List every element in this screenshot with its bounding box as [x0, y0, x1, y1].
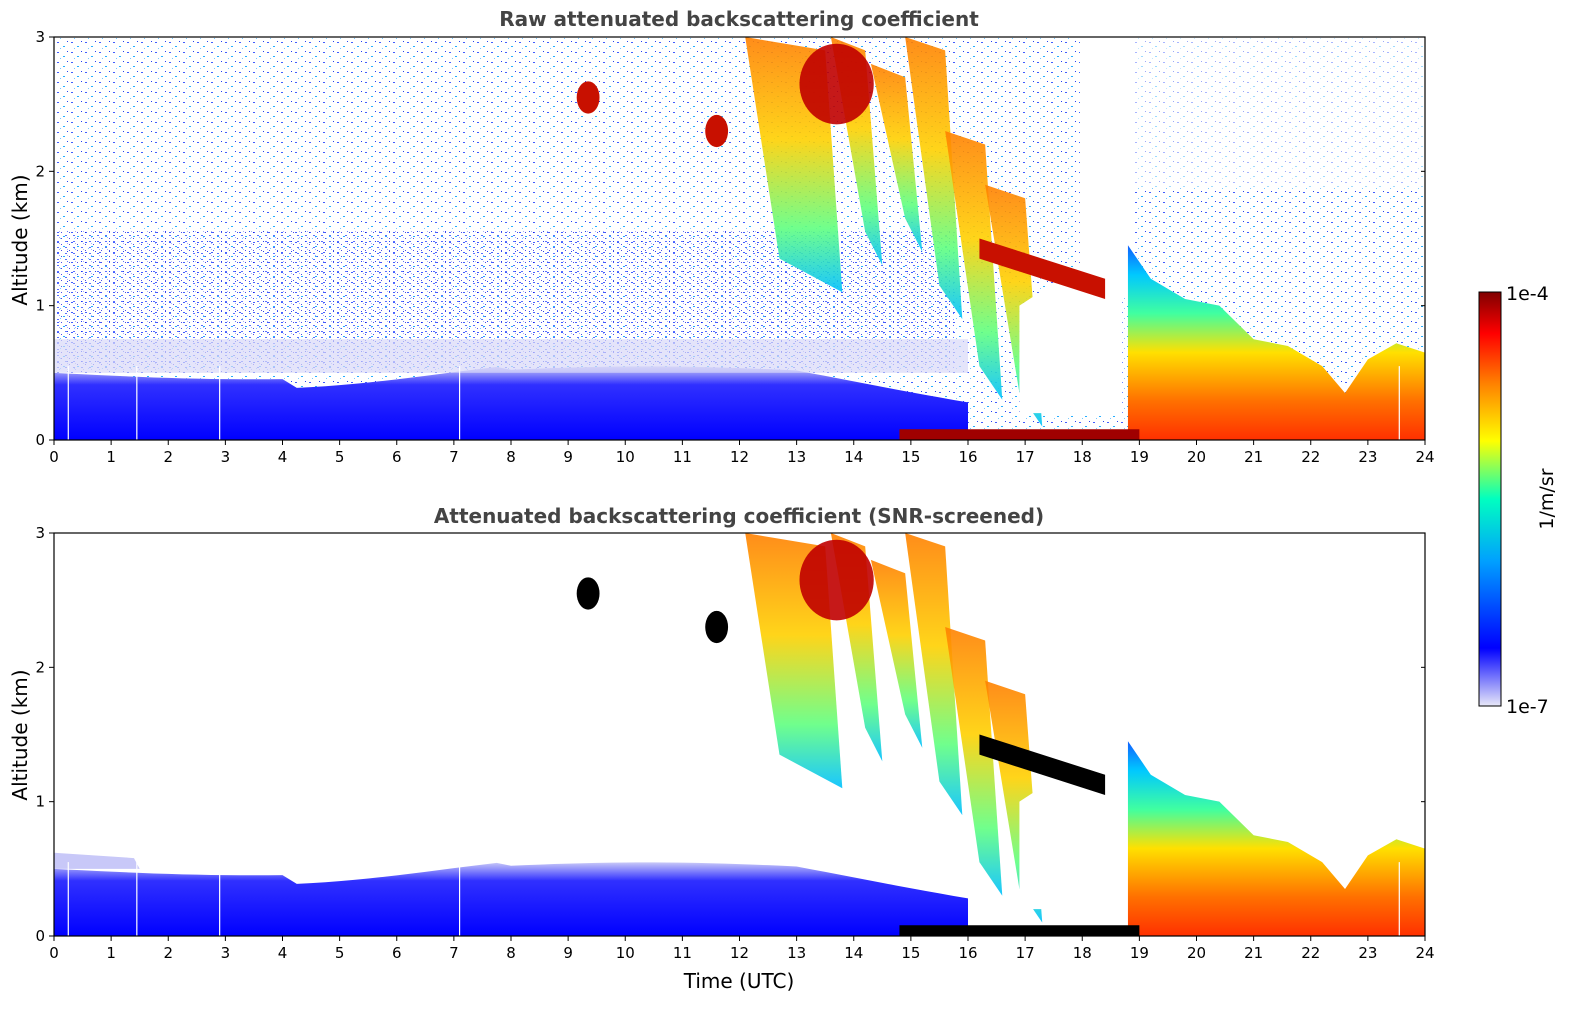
x-tick-label: 14 — [844, 448, 863, 466]
panel-raw: Raw attenuated backscattering coefficien… — [8, 7, 1435, 466]
x-tick-label: 3 — [221, 944, 231, 962]
x-tick-label: 22 — [1301, 448, 1320, 466]
x-tick-label: 8 — [506, 944, 516, 962]
y-tick-label: 1 — [35, 793, 45, 811]
x-tick-label: 9 — [563, 944, 573, 962]
y-tick-label: 2 — [35, 162, 45, 180]
screened-boundary-layer — [54, 862, 968, 936]
panel-raw-plot-area — [54, 37, 1425, 440]
x-tick-label: 18 — [1073, 944, 1092, 962]
raw-cloud-streak — [870, 63, 923, 252]
x-tick-label: 6 — [392, 944, 402, 962]
x-tick-label: 23 — [1358, 448, 1377, 466]
x-tick-label: 3 — [221, 448, 231, 466]
panel-screened-y-axis: 0 1 2 3 — [35, 524, 1425, 945]
x-tick-label: 16 — [958, 448, 977, 466]
colorbar-gradient — [1478, 291, 1502, 707]
panel-screened-title: Attenuated backscattering coefficient (S… — [434, 504, 1044, 528]
panel-screened: Attenuated backscattering coefficient (S… — [8, 504, 1435, 993]
colorbar-max-label: 1e-4 — [1506, 283, 1549, 305]
raw-cloud-9.3h — [576, 81, 600, 114]
x-tick-label: 5 — [335, 944, 345, 962]
raw-evening-plume — [1127, 245, 1425, 440]
panel-screened-x-axis: 0 1 2 3 4 5 6 7 8 9 10 11 12 13 14 15 16 17 18 19 20 21 22 23 24 — [49, 936, 1435, 962]
x-tick-label: 21 — [1244, 944, 1263, 962]
x-tick-label: 5 — [335, 448, 345, 466]
x-tick-label: 17 — [1016, 944, 1035, 962]
raw-cloud-streak — [905, 37, 963, 320]
x-tick-label: 7 — [449, 448, 459, 466]
x-tick-label: 19 — [1130, 448, 1149, 466]
screened-bl-haze — [54, 852, 140, 869]
y-tick-label: 2 — [35, 658, 45, 676]
screened-cloud-streak — [905, 533, 963, 816]
x-tick-label: 16 — [958, 944, 977, 962]
x-tick-label: 10 — [616, 448, 635, 466]
raw-inclined-layer — [979, 238, 1106, 299]
colorbar: 1e-4 1e-7 1/m/sr — [1478, 283, 1558, 718]
raw-boundary-layer — [54, 366, 968, 440]
y-tick-label: 3 — [35, 524, 45, 542]
x-tick-label: 7 — [449, 944, 459, 962]
x-tick-label: 19 — [1130, 944, 1149, 962]
x-tick-label: 11 — [673, 448, 692, 466]
raw-surface-layer — [899, 429, 1140, 440]
x-tick-label: 20 — [1187, 448, 1206, 466]
x-tick-label: 1 — [106, 944, 116, 962]
panel-screened-plot-area — [54, 533, 1425, 936]
x-tick-label: 24 — [1415, 448, 1434, 466]
x-tick-label: 23 — [1358, 944, 1377, 962]
screened-evening-plume — [1127, 741, 1425, 936]
x-tick-label: 4 — [278, 944, 288, 962]
x-tick-label: 12 — [730, 944, 749, 962]
x-tick-label: 1 — [106, 448, 116, 466]
screened-clear-gap — [1019, 761, 1123, 910]
screened-surface-layer — [899, 925, 1140, 936]
screened-inclined-layer — [979, 734, 1106, 795]
raw-cloud-11.6h — [705, 114, 729, 148]
panel-raw-title: Raw attenuated backscattering coefficien… — [499, 7, 979, 31]
panel-raw-y-axis: 0 1 2 3 — [35, 28, 1425, 449]
y-tick-label: 1 — [35, 297, 45, 315]
x-tick-label: 20 — [1187, 944, 1206, 962]
x-tick-label: 0 — [49, 944, 59, 962]
panel-screened-xlabel: Time (UTC) — [683, 969, 795, 993]
x-tick-label: 21 — [1244, 448, 1263, 466]
x-tick-label: 22 — [1301, 944, 1320, 962]
y-tick-label: 3 — [35, 28, 45, 46]
x-tick-label: 8 — [506, 448, 516, 466]
x-tick-label: 10 — [616, 944, 635, 962]
x-tick-label: 11 — [673, 944, 692, 962]
screened-cloud-11.6h — [705, 610, 729, 644]
x-tick-label: 12 — [730, 448, 749, 466]
raw-clear-gap — [1019, 265, 1123, 414]
x-tick-label: 9 — [563, 448, 573, 466]
raw-bl-haze — [54, 339, 968, 373]
x-tick-label: 2 — [163, 448, 173, 466]
colorbar-min-label: 1e-7 — [1506, 696, 1549, 718]
x-tick-label: 15 — [901, 448, 920, 466]
colorbar-unit-label: 1/m/sr — [1536, 468, 1558, 529]
screened-cloud-13.7h — [799, 539, 874, 621]
x-tick-label: 24 — [1415, 944, 1434, 962]
x-tick-label: 18 — [1073, 448, 1092, 466]
x-tick-label: 17 — [1016, 448, 1035, 466]
x-tick-label: 0 — [49, 448, 59, 466]
raw-cloud-13.7h — [799, 43, 874, 125]
x-tick-label: 15 — [901, 944, 920, 962]
y-tick-label: 0 — [35, 927, 45, 945]
x-tick-label: 4 — [278, 448, 288, 466]
panel-screened-ylabel: Altitude (km) — [8, 669, 32, 800]
screened-cloud-9.3h — [576, 577, 600, 610]
x-tick-label: 14 — [844, 944, 863, 962]
x-tick-label: 2 — [163, 944, 173, 962]
x-tick-label: 6 — [392, 448, 402, 466]
panel-raw-ylabel: Altitude (km) — [8, 174, 32, 305]
x-tick-label: 13 — [787, 944, 806, 962]
x-tick-label: 13 — [787, 448, 806, 466]
panel-raw-x-axis: 0 1 2 3 4 5 6 7 8 9 10 11 12 13 14 15 16 17 18 19 20 21 22 23 24 — [49, 440, 1435, 466]
screened-cloud-streak — [870, 559, 923, 748]
y-tick-label: 0 — [35, 431, 45, 449]
